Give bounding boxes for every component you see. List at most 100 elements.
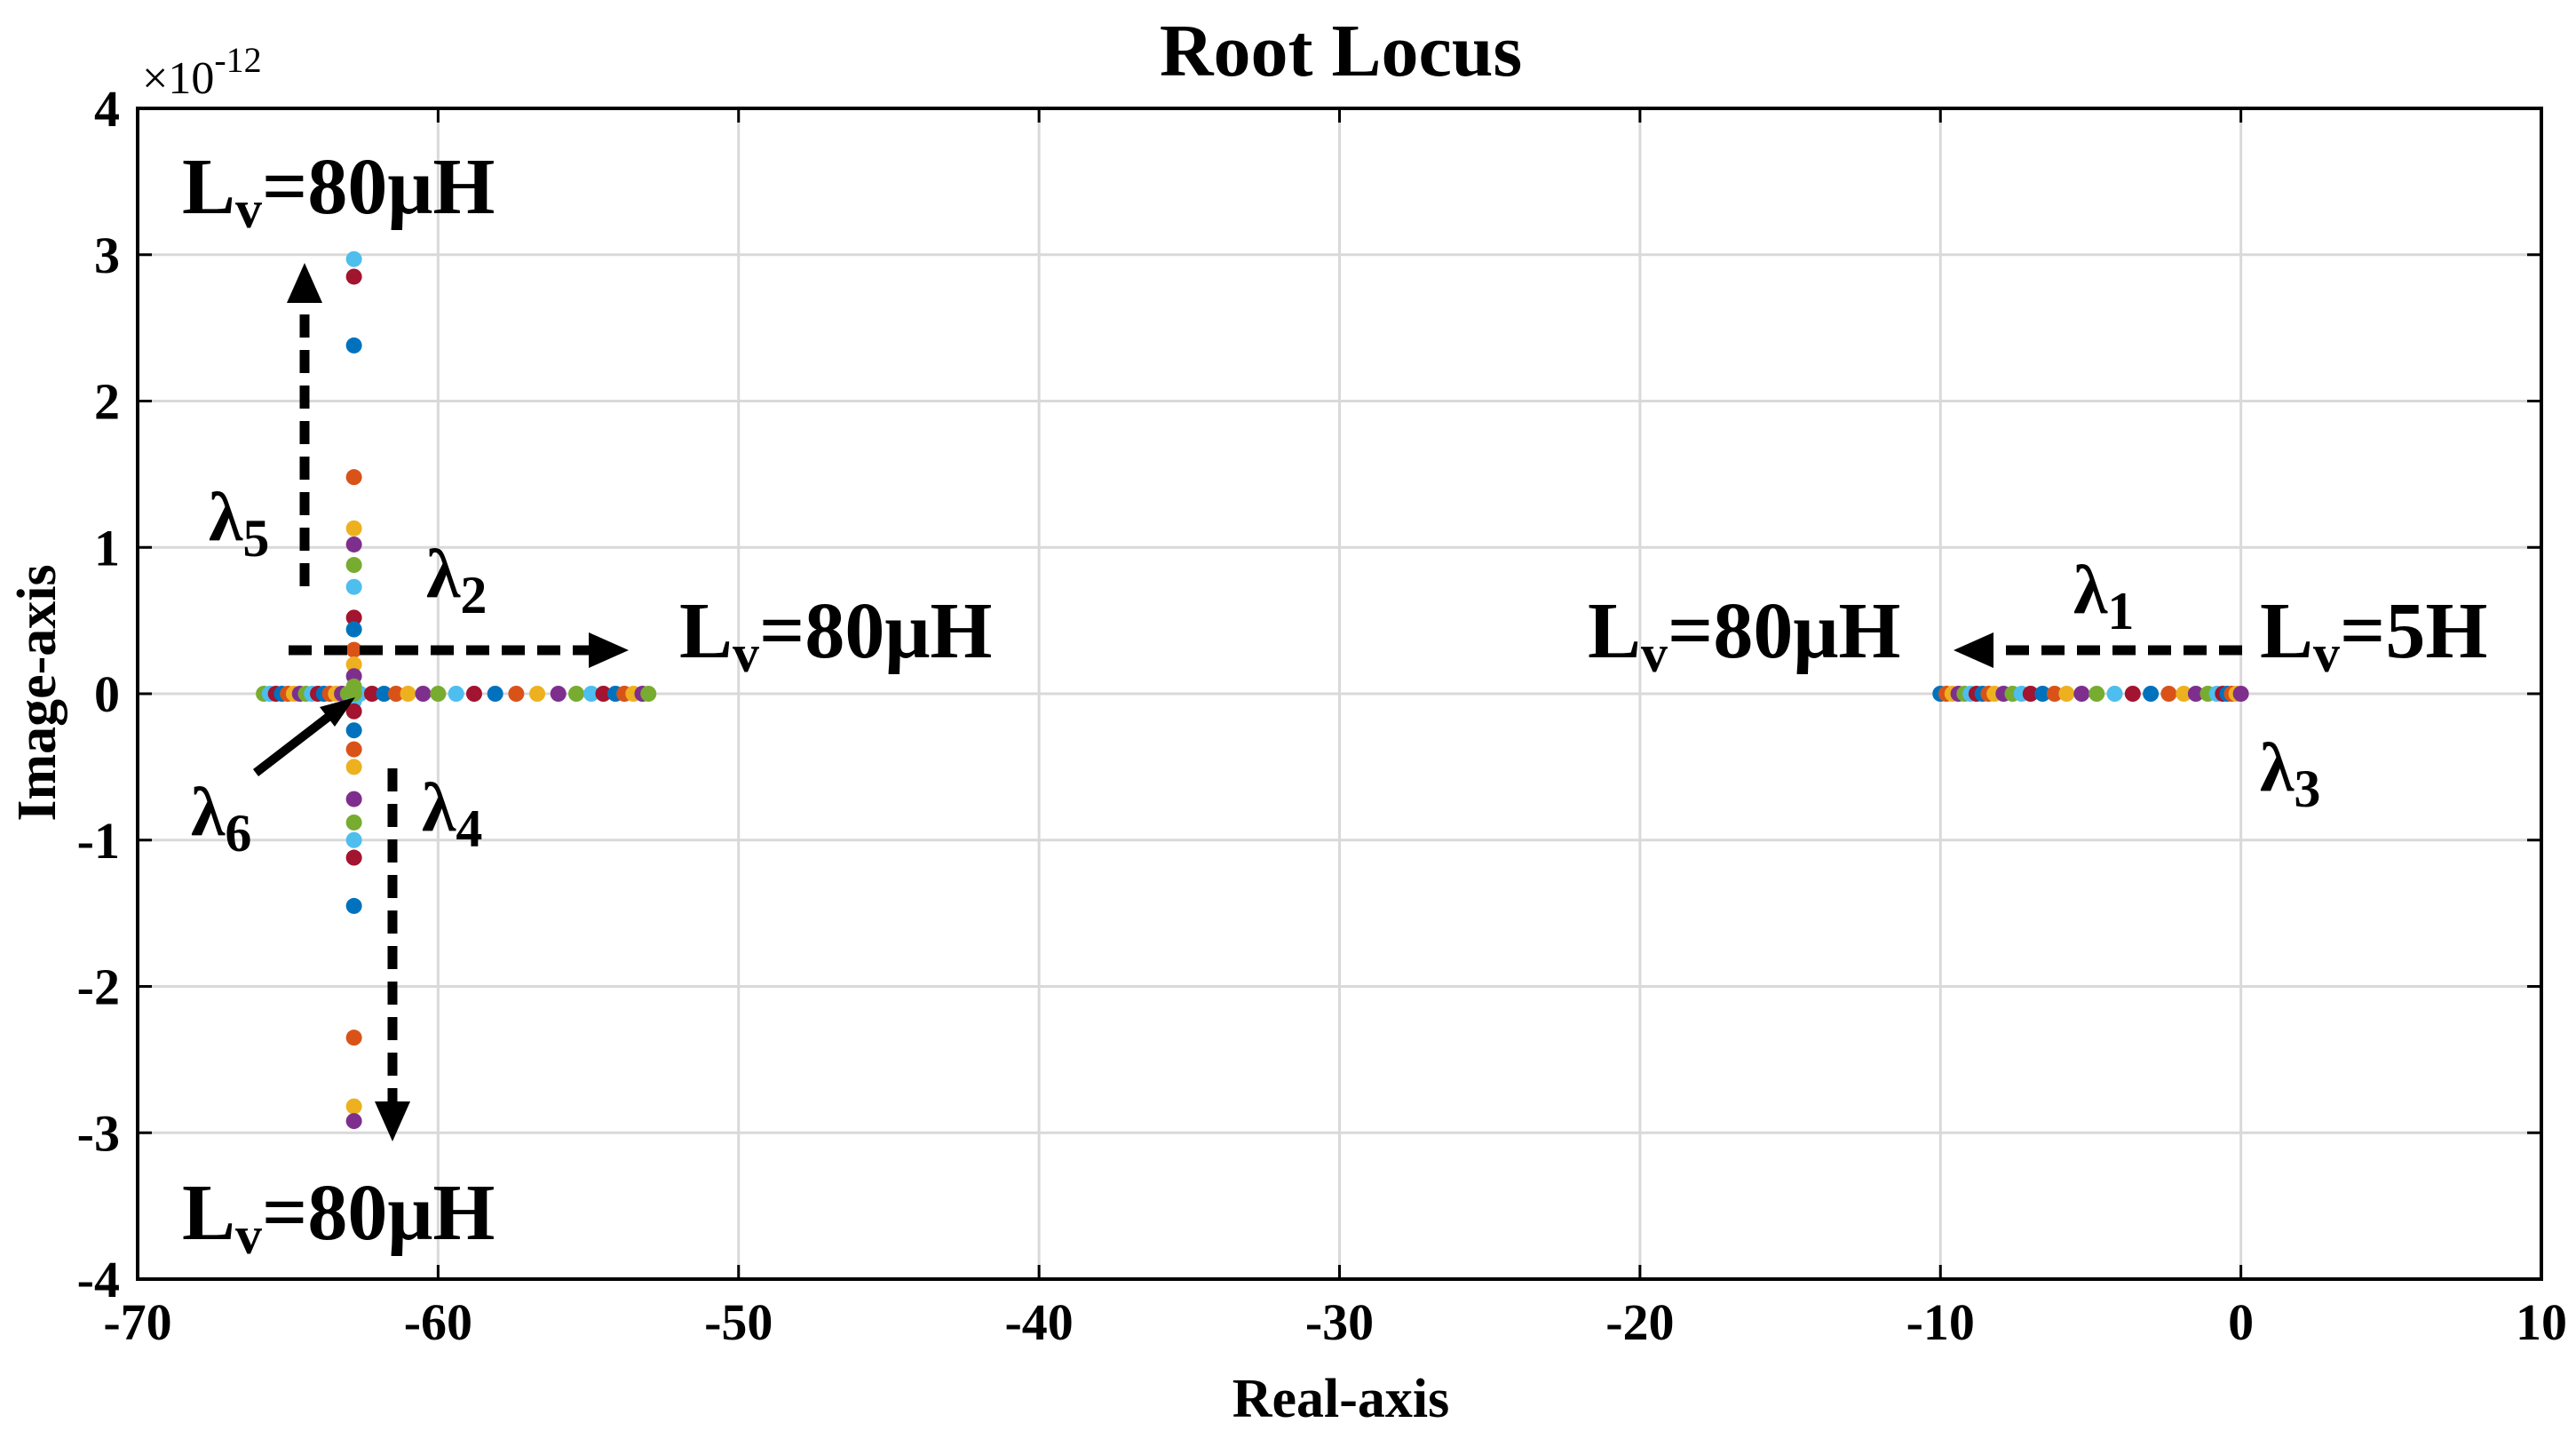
x-tick-label: -40: [1004, 1293, 1073, 1351]
locus-point: [640, 686, 657, 702]
locus-point: [345, 520, 362, 537]
lambda-1-label: λ1: [2073, 551, 2134, 640]
x-tick-label: -50: [704, 1293, 773, 1351]
lambda-1-arrow-head: [1954, 632, 1993, 668]
x-tick-label: 10: [2516, 1293, 2567, 1351]
locus-point: [345, 759, 362, 775]
x-tick-label: -20: [1605, 1293, 1674, 1351]
locus-point: [2176, 686, 2192, 702]
locus-point: [2160, 686, 2177, 702]
locus-point: [388, 686, 405, 702]
lambda-5-label: λ5: [209, 478, 269, 568]
locus-point: [345, 557, 362, 574]
lambda-4-arrow-head: [375, 1101, 410, 1141]
locus-point: [363, 686, 380, 702]
annotation-lv-start: Lv=5H: [2260, 587, 2487, 683]
locus-point: [345, 703, 362, 719]
x-tick-label: 0: [2228, 1293, 2254, 1351]
locus-point: [2232, 686, 2249, 702]
x-tick-label: -70: [103, 1293, 171, 1351]
lambda-3-label: λ3: [2260, 728, 2320, 818]
y-axis-label: Image-axis: [7, 564, 67, 821]
annotation-arrows: [252, 263, 2242, 1141]
locus-point: [345, 849, 362, 866]
lambda-5-arrow-head: [287, 263, 322, 303]
y-tick-label: 3: [94, 227, 120, 284]
locus-point: [2058, 686, 2075, 702]
locus-point: [2106, 686, 2123, 702]
locus-point: [2073, 686, 2090, 702]
locus-point: [487, 686, 503, 702]
locus-point: [2187, 686, 2204, 702]
locus-point: [448, 686, 464, 702]
locus-point: [415, 686, 432, 702]
x-tick-label: -30: [1305, 1293, 1374, 1351]
y-tick-label: -4: [77, 1251, 120, 1308]
y-tick-label: 0: [94, 665, 120, 723]
y-exponent-base: ×10: [142, 53, 214, 104]
locus-point: [345, 578, 362, 595]
locus-point: [595, 686, 612, 702]
locus-point: [345, 722, 362, 739]
annotation-lv-right: Lv=80μH: [1588, 587, 1900, 683]
locus-point: [2143, 686, 2160, 702]
lambda-6-arrow-head: [320, 697, 355, 727]
locus-point: [430, 686, 447, 702]
locus-point: [345, 609, 362, 626]
locus-point: [2089, 686, 2105, 702]
locus-point: [2034, 686, 2051, 702]
locus-point: [568, 686, 585, 702]
locus-point: [2046, 686, 2063, 702]
lambda-4-label: λ4: [422, 768, 482, 858]
locus-point: [345, 1098, 362, 1115]
annotation-lv-top: Lv=80μH: [182, 143, 495, 239]
locus-point: [345, 268, 362, 285]
y-tick-label: 1: [94, 519, 120, 576]
locus-point: [2022, 686, 2039, 702]
data-points: [256, 250, 2249, 1130]
y-tick-label: 2: [94, 373, 120, 431]
annotation-lv-bottom: Lv=80μH: [182, 1169, 495, 1265]
lambda-2-arrow-head: [589, 632, 629, 668]
locus-point: [465, 686, 482, 702]
locus-point: [345, 641, 362, 658]
locus-point: [345, 686, 362, 702]
lambda-2-label: λ2: [426, 535, 487, 624]
locus-point: [345, 250, 362, 267]
locus-point: [345, 536, 362, 553]
locus-point: [345, 831, 362, 848]
locus-point: [345, 791, 362, 807]
locus-point: [345, 897, 362, 914]
locus-point: [345, 814, 362, 831]
y-tick-label: -3: [77, 1104, 120, 1162]
locus-point: [508, 686, 525, 702]
lambda-6-label: λ6: [191, 773, 251, 863]
annotation-lv-mid: Lv=80μH: [679, 587, 992, 683]
locus-point: [345, 1113, 362, 1130]
y-exponent-label: ×10-12: [142, 40, 262, 104]
axes-frame: [136, 107, 2543, 1281]
locus-point: [345, 469, 362, 486]
locus-point: [550, 686, 567, 702]
lambda-6-arrow-shaft: [252, 710, 337, 776]
locus-point: [345, 656, 362, 673]
chart-title: Root Locus: [1160, 10, 1522, 92]
y-exponent-power: -12: [214, 40, 261, 80]
locus-point: [345, 621, 362, 638]
x-tick-label: -10: [1906, 1293, 1975, 1351]
locus-point: [345, 741, 362, 758]
locus-point: [345, 337, 362, 354]
locus-point: [2124, 686, 2141, 702]
locus-point: [583, 686, 599, 702]
y-tick-label: 4: [94, 80, 120, 138]
y-tick-label: -2: [77, 958, 120, 1016]
x-axis-label: Real-axis: [1233, 1369, 1450, 1429]
locus-point: [376, 686, 392, 702]
locus-point: [529, 686, 546, 702]
locus-point: [345, 1030, 362, 1046]
locus-point: [400, 686, 416, 702]
y-tick-label: -1: [77, 812, 120, 870]
